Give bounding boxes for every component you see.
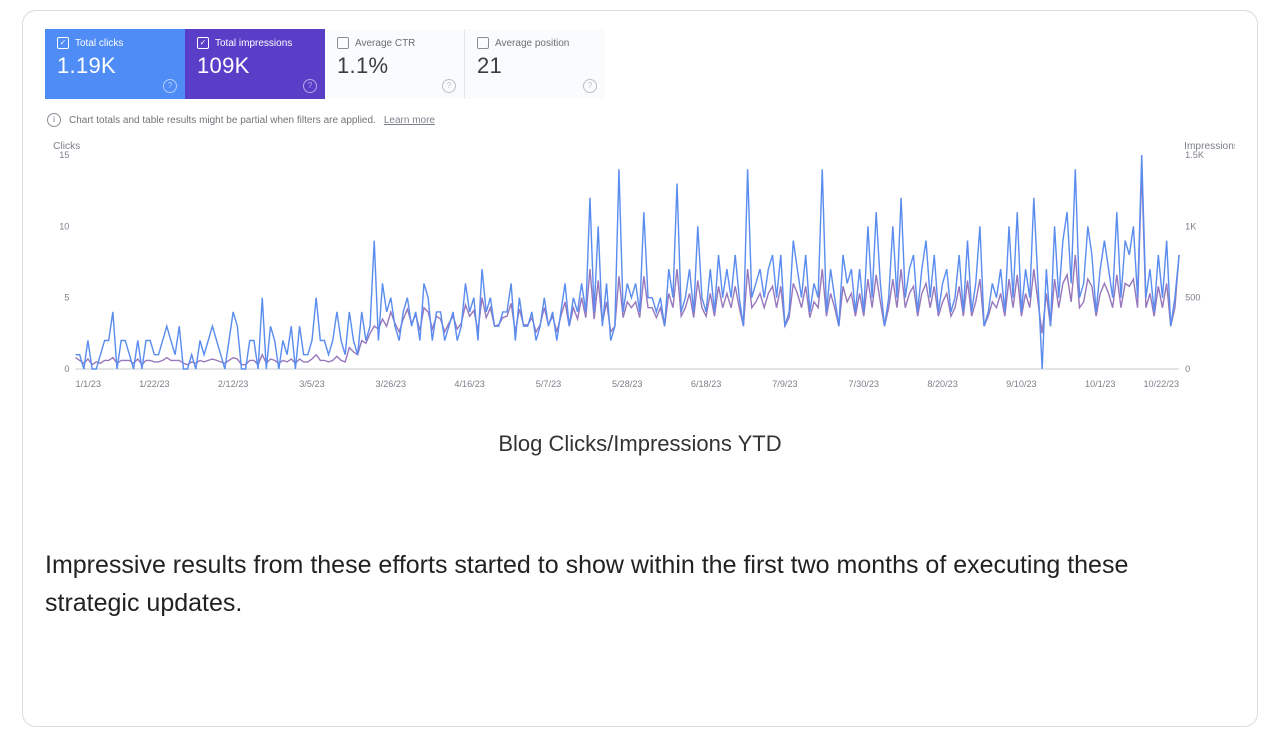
svg-text:1K: 1K	[1185, 221, 1196, 231]
svg-text:0: 0	[1185, 364, 1190, 374]
checkbox-icon	[197, 37, 209, 49]
metric-value: 21	[477, 53, 595, 79]
svg-text:5/7/23: 5/7/23	[536, 379, 561, 389]
svg-text:5: 5	[64, 293, 69, 303]
svg-text:0: 0	[64, 364, 69, 374]
info-banner: i Chart totals and table results might b…	[47, 113, 1235, 127]
performance-chart: ClicksImpressions05101505001K1.5K1/1/231…	[45, 137, 1235, 397]
learn-more-link[interactable]: Learn more	[384, 115, 435, 126]
metric-label: Average position	[495, 38, 569, 49]
checkbox-icon	[57, 37, 69, 49]
metric-value: 1.1%	[337, 53, 454, 79]
svg-text:3/26/23: 3/26/23	[376, 379, 407, 389]
svg-text:2/12/23: 2/12/23	[218, 379, 249, 389]
help-icon[interactable]: ?	[442, 79, 456, 93]
metric-card-position[interactable]: Average position 21 ?	[465, 29, 605, 99]
svg-text:6/18/23: 6/18/23	[691, 379, 722, 389]
analytics-card: Total clicks 1.19K ? Total impressions 1…	[22, 10, 1258, 727]
svg-text:4/16/23: 4/16/23	[454, 379, 485, 389]
svg-text:1/22/23: 1/22/23	[139, 379, 170, 389]
info-icon: i	[47, 113, 61, 127]
svg-text:9/10/23: 9/10/23	[1006, 379, 1037, 389]
svg-text:15: 15	[59, 150, 69, 160]
svg-text:500: 500	[1185, 293, 1200, 303]
svg-text:1.5K: 1.5K	[1185, 150, 1204, 160]
metric-cards-row: Total clicks 1.19K ? Total impressions 1…	[45, 29, 1235, 99]
metric-card-clicks[interactable]: Total clicks 1.19K ?	[45, 29, 185, 99]
help-icon[interactable]: ?	[163, 79, 177, 93]
svg-text:7/30/23: 7/30/23	[849, 379, 880, 389]
body-paragraph: Impressive results from these efforts st…	[45, 547, 1145, 622]
svg-text:3/5/23: 3/5/23	[299, 379, 324, 389]
metric-label: Total impressions	[215, 38, 292, 49]
metric-label: Average CTR	[355, 38, 415, 49]
svg-text:1/1/23: 1/1/23	[76, 379, 101, 389]
svg-text:10/22/23: 10/22/23	[1143, 379, 1179, 389]
metric-value: 1.19K	[57, 53, 175, 79]
info-text: Chart totals and table results might be …	[69, 115, 376, 126]
metric-card-ctr[interactable]: Average CTR 1.1% ?	[325, 29, 465, 99]
help-icon[interactable]: ?	[303, 79, 317, 93]
svg-text:8/20/23: 8/20/23	[927, 379, 958, 389]
help-icon[interactable]: ?	[583, 79, 597, 93]
metric-card-impressions[interactable]: Total impressions 109K ?	[185, 29, 325, 99]
svg-text:10: 10	[59, 221, 69, 231]
metric-value: 109K	[197, 53, 315, 79]
checkbox-icon	[477, 37, 489, 49]
metric-label: Total clicks	[75, 38, 123, 49]
checkbox-icon	[337, 37, 349, 49]
chart-caption: Blog Clicks/Impressions YTD	[45, 431, 1235, 457]
svg-text:7/9/23: 7/9/23	[772, 379, 797, 389]
svg-text:10/1/23: 10/1/23	[1085, 379, 1116, 389]
svg-text:5/28/23: 5/28/23	[612, 379, 643, 389]
